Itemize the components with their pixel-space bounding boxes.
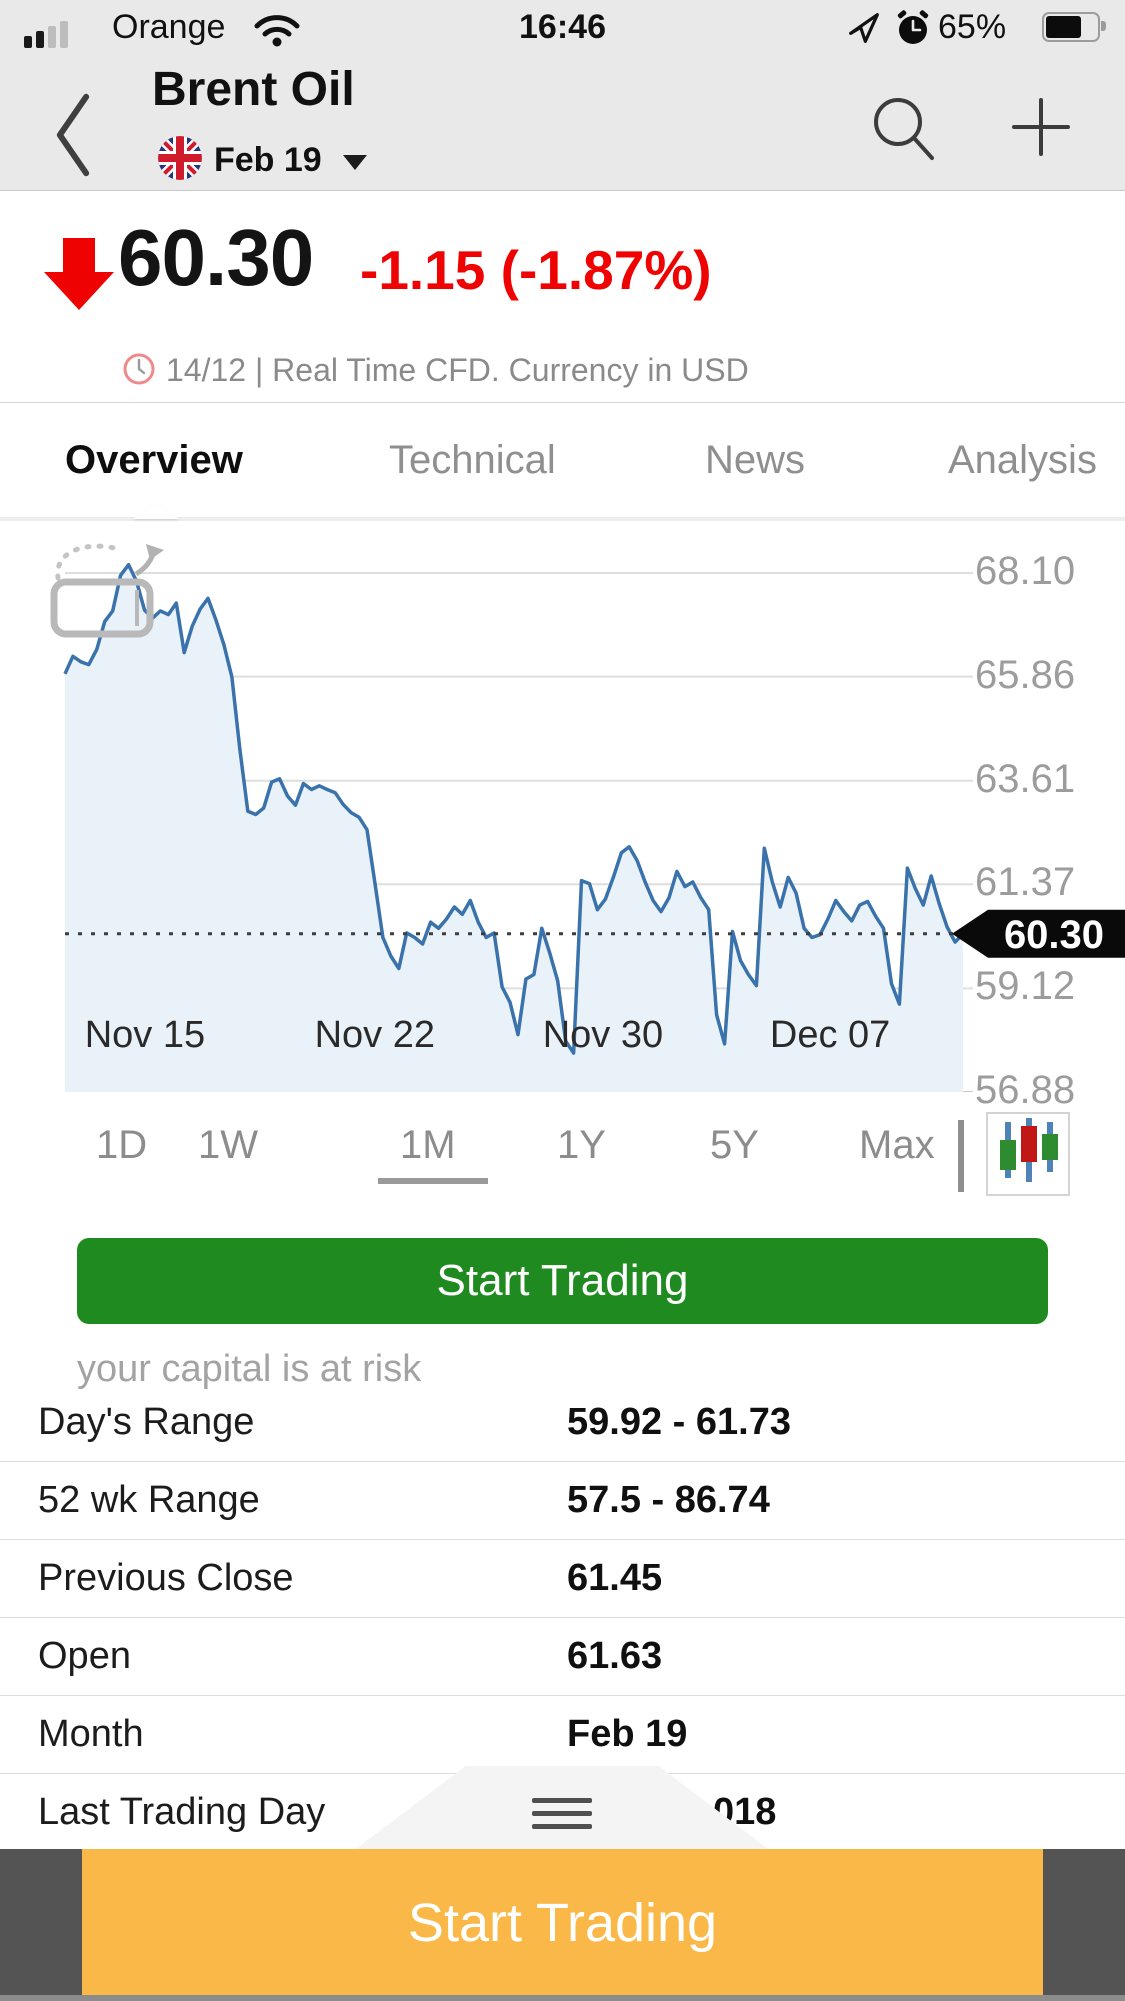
search-button[interactable] xyxy=(868,92,938,162)
battery-icon xyxy=(1042,12,1106,42)
carrier-label: Orange xyxy=(112,8,226,46)
stat-value: 61.63 xyxy=(567,1635,663,1677)
uk-flag-icon xyxy=(158,136,202,180)
table-row: Day's Range 59.92 - 61.73 xyxy=(0,1383,1125,1462)
x-tick-label: Dec 07 xyxy=(769,1014,891,1056)
price-meta: 14/12 | Real Time CFD. Currency in USD xyxy=(166,352,749,388)
x-tick-label: Nov 30 xyxy=(542,1014,664,1056)
bottom-ad-banner: Start Trading xyxy=(0,1849,1125,1998)
y-tick-label: 65.86 xyxy=(975,652,1076,697)
table-row: 52 wk Range 57.5 - 86.74 xyxy=(0,1461,1125,1540)
contract-date-dropdown[interactable]: Feb 19 xyxy=(214,141,322,179)
current-price-tag xyxy=(952,909,1125,958)
divider xyxy=(958,1120,964,1192)
stat-label: Previous Close xyxy=(38,1557,294,1599)
divider xyxy=(0,1995,1125,2001)
back-chevron-icon xyxy=(56,93,90,177)
y-tick-label: 63.61 xyxy=(975,756,1076,801)
y-tick-label: 61.37 xyxy=(975,860,1076,905)
tab-technical[interactable]: Technical xyxy=(389,438,556,482)
rotate-device-icon xyxy=(50,543,164,638)
stat-label: Month xyxy=(38,1713,144,1755)
stat-label: Day's Range xyxy=(38,1401,255,1443)
table-row: Previous Close 61.45 xyxy=(0,1539,1125,1618)
status-time: 16:46 xyxy=(519,8,606,46)
candlestick-chart-button[interactable] xyxy=(986,1112,1070,1196)
price-change: -1.15 (-1.87%) xyxy=(360,239,712,301)
stat-value: Feb 19 xyxy=(567,1713,688,1755)
stat-label: Last Trading Day xyxy=(38,1791,326,1833)
range-1d[interactable]: 1D xyxy=(96,1123,148,1167)
signal-bars-icon xyxy=(24,18,94,48)
start-trading-banner-button[interactable] xyxy=(82,1849,1043,1998)
x-tick-label: Nov 15 xyxy=(84,1014,206,1056)
stat-value: 61.45 xyxy=(567,1557,663,1599)
start-trading-button[interactable]: Start Trading xyxy=(77,1238,1048,1324)
candlestick-chart-icon xyxy=(1000,1118,1058,1182)
range-max[interactable]: Max xyxy=(859,1123,935,1167)
stat-value: 57.5 - 86.74 xyxy=(567,1479,770,1521)
stat-label: 52 wk Range xyxy=(38,1479,260,1521)
clock-icon xyxy=(123,353,155,385)
tab-news[interactable]: News xyxy=(705,438,806,482)
current-price-tag-label: 60.30 xyxy=(1004,913,1104,957)
plus-icon xyxy=(1012,98,1070,156)
table-row: Last Trading Day 018 xyxy=(0,1773,1125,1851)
tab-analysis[interactable]: Analysis xyxy=(948,438,1097,482)
back-button[interactable] xyxy=(48,92,98,178)
divider xyxy=(0,517,1125,521)
table-row: Open 61.63 xyxy=(0,1617,1125,1696)
tab-overview[interactable]: Overview xyxy=(65,438,243,482)
range-1m[interactable]: 1M xyxy=(400,1123,456,1167)
price-down-arrow-icon xyxy=(44,238,114,310)
location-arrow-icon xyxy=(849,13,879,43)
battery-percent: 65% xyxy=(938,8,1007,46)
table-row: Month Feb 19 xyxy=(0,1695,1125,1774)
active-tab-caret xyxy=(133,503,179,519)
y-tick-label: 56.88 xyxy=(975,1068,1076,1112)
risk-note: your capital is at risk xyxy=(77,1348,422,1390)
wifi-icon xyxy=(254,15,300,47)
range-5y[interactable]: 5Y xyxy=(710,1123,759,1167)
price-chart[interactable]: 60.30 xyxy=(0,518,1125,1092)
range-1y[interactable]: 1Y xyxy=(557,1123,606,1167)
y-tick-label: 59.12 xyxy=(975,964,1076,1009)
y-tick-label: 68.10 xyxy=(975,549,1076,593)
stat-value: 59.92 - 61.73 xyxy=(567,1401,791,1443)
divider xyxy=(0,402,1125,403)
range-1w[interactable]: 1W xyxy=(198,1123,258,1167)
add-to-watchlist-button[interactable] xyxy=(1012,98,1070,156)
x-tick-label: Nov 22 xyxy=(314,1014,435,1056)
chevron-down-icon[interactable] xyxy=(343,155,367,170)
stat-label: Open xyxy=(38,1635,131,1677)
last-price: 60.30 xyxy=(118,213,314,302)
chart-area-fill xyxy=(65,564,963,1092)
alarm-clock-icon xyxy=(897,10,929,44)
instrument-title: Brent Oil xyxy=(152,63,355,116)
tab-bar: Overview Technical News Analysis xyxy=(0,403,1125,517)
banner-button-label: Start Trading xyxy=(407,1893,718,1953)
search-icon xyxy=(874,98,934,160)
hamburger-icon[interactable] xyxy=(532,1798,592,1829)
selected-range-underline xyxy=(378,1178,488,1184)
chart-line xyxy=(63,562,965,1055)
